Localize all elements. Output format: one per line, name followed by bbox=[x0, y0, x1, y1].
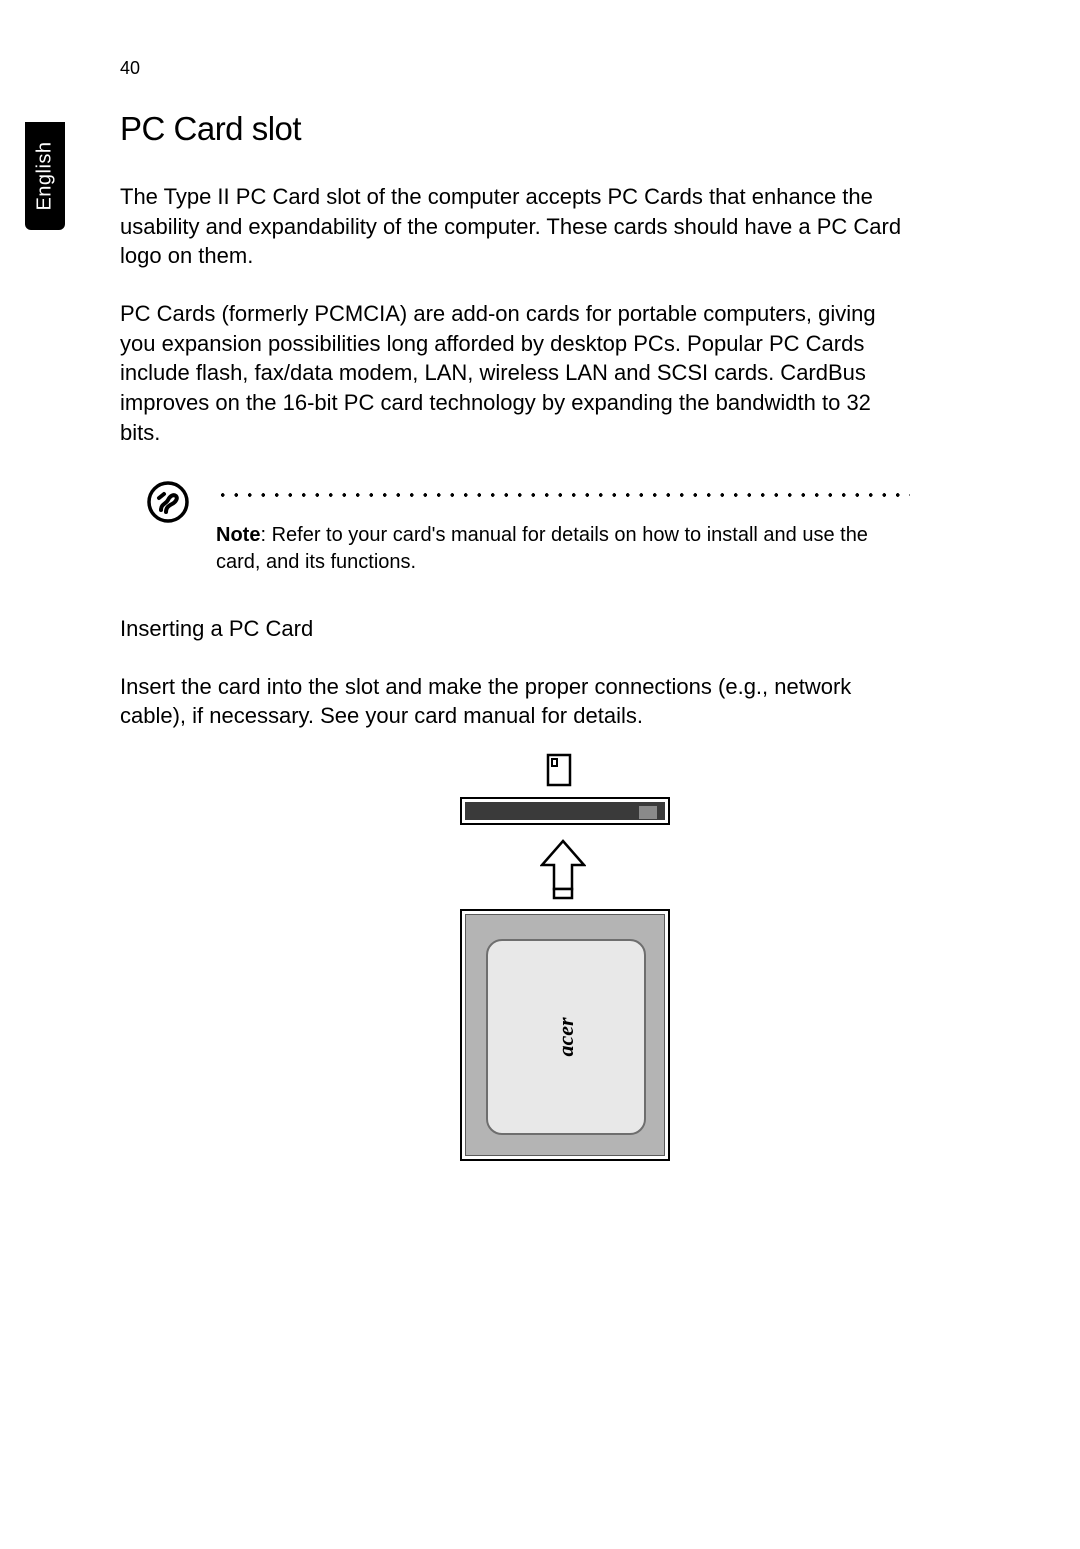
insert-arrow-icon bbox=[540, 839, 586, 901]
subsection-heading: Inserting a PC Card bbox=[120, 616, 910, 642]
language-tab: English bbox=[25, 122, 65, 230]
paragraph-3: Insert the card into the slot and make t… bbox=[120, 672, 910, 731]
card-slot-opening bbox=[465, 802, 665, 820]
pc-card-diagram: acer bbox=[460, 753, 670, 1173]
note-block: Note: Refer to your card's manual for de… bbox=[120, 480, 910, 576]
note-icon bbox=[146, 480, 204, 576]
paragraph-2: PC Cards (formerly PCMCIA) are add-on ca… bbox=[120, 299, 910, 447]
note-body: : Refer to your card's manual for detail… bbox=[216, 524, 868, 573]
note-label: Note bbox=[216, 524, 260, 546]
note-separator bbox=[216, 492, 910, 498]
paragraph-1: The Type II PC Card slot of the computer… bbox=[120, 182, 910, 271]
pc-card-label-area: acer bbox=[486, 939, 646, 1135]
manual-page: 40 English PC Card slot The Type II PC C… bbox=[0, 0, 1080, 1549]
page-number: 40 bbox=[120, 58, 140, 79]
pc-card: acer bbox=[460, 909, 670, 1161]
note-text: Note: Refer to your card's manual for de… bbox=[216, 522, 910, 576]
content-area: PC Card slot The Type II PC Card slot of… bbox=[120, 110, 910, 759]
eject-button-icon bbox=[546, 753, 572, 787]
language-label: English bbox=[34, 141, 57, 210]
section-heading: PC Card slot bbox=[120, 110, 910, 148]
card-slot-indicator bbox=[639, 806, 657, 819]
pc-card-body: acer bbox=[465, 914, 665, 1156]
pc-card-brand: acer bbox=[553, 1017, 579, 1056]
card-slot bbox=[460, 797, 670, 825]
note-content: Note: Refer to your card's manual for de… bbox=[216, 480, 910, 576]
